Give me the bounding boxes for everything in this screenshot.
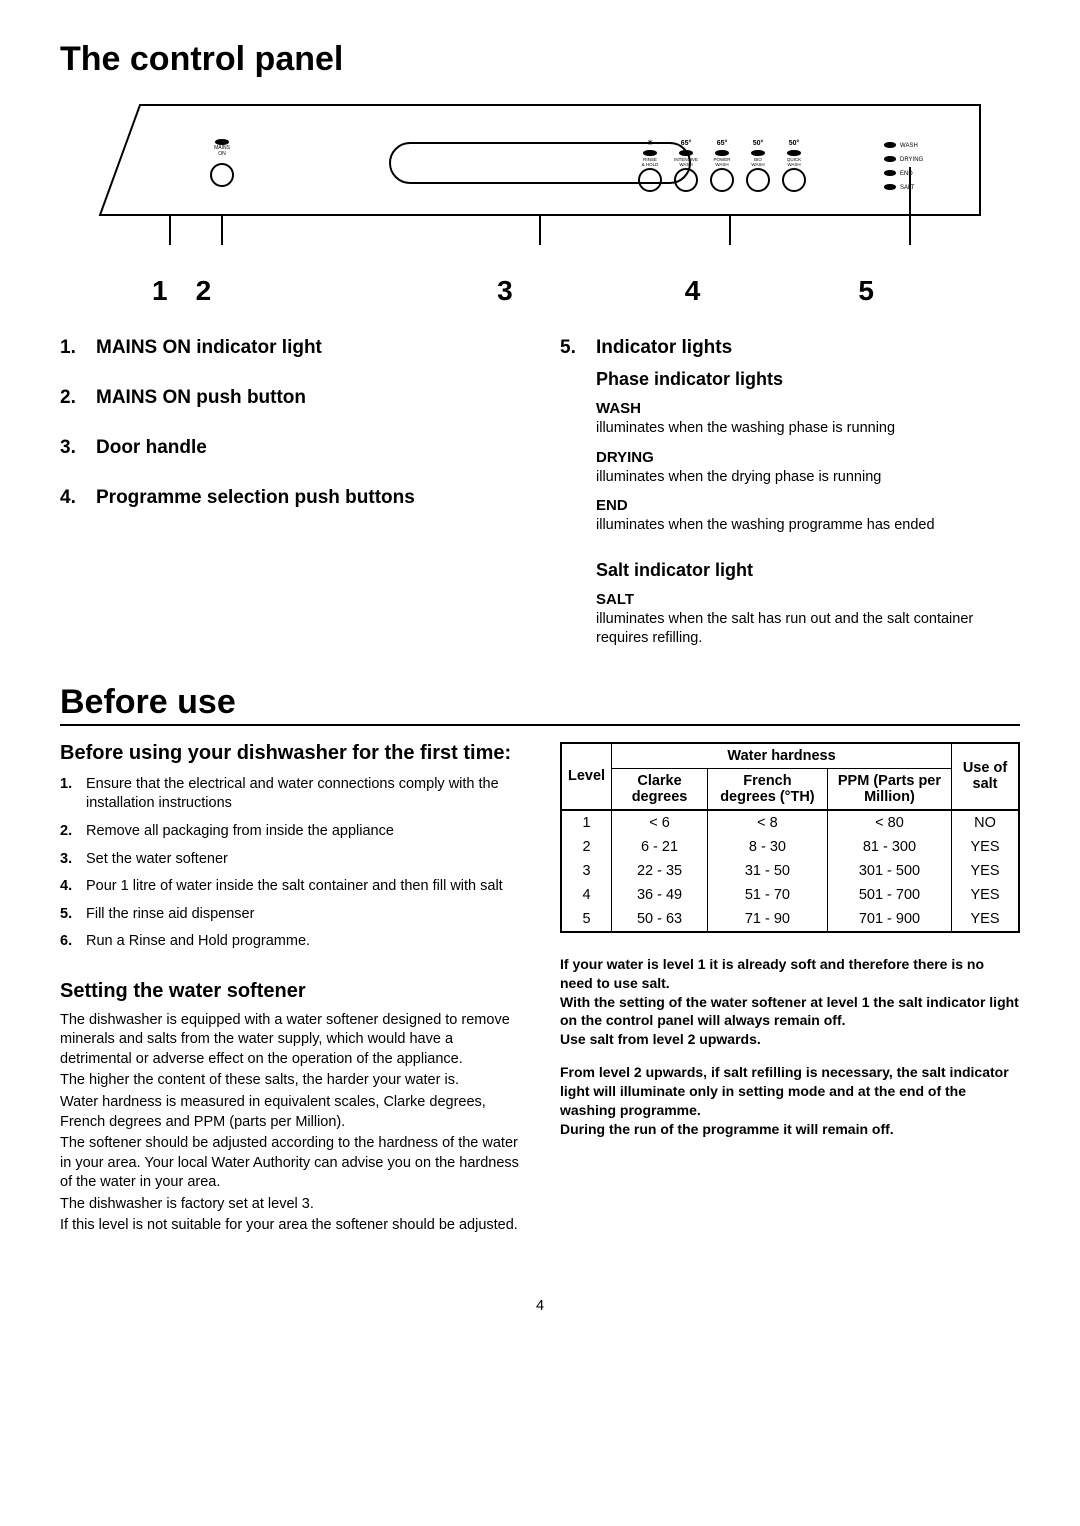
item-num-4: 4. (60, 487, 82, 509)
phase-heading: Phase indicator lights (596, 369, 1020, 390)
softener-para-1: The higher the content of these salts, t… (60, 1071, 520, 1091)
softener-para-4: The dishwasher is factory set at level 3… (60, 1195, 520, 1215)
svg-text:SALT: SALT (900, 185, 915, 191)
step-text-1: Ensure that the electrical and water con… (86, 775, 520, 814)
before-heading: Before using your dishwasher for the fir… (60, 742, 520, 765)
water-hardness-table: Level Water hardness Use of salt Clarke … (560, 742, 1020, 933)
bold-note-2: From level 2 upwards, if salt refilling … (560, 1063, 1020, 1139)
svg-text:DRYING: DRYING (900, 157, 924, 163)
svg-text:& HOLD: & HOLD (642, 162, 660, 167)
step-text-5: Fill the rinse aid dispenser (86, 905, 254, 925)
phase-desc-0: illuminates when the washing phase is ru… (596, 419, 1020, 439)
diagram-num-2: 2 (196, 275, 212, 307)
page-number: 4 (60, 1298, 1020, 1314)
step-text-4: Pour 1 litre of water inside the salt co… (86, 877, 503, 897)
softener-para-3: The softener should be adjusted accordin… (60, 1134, 520, 1193)
hardness-cell-1-4: YES (952, 835, 1020, 859)
th-clarke: Clarke degrees (612, 768, 708, 810)
step-text-6: Run a Rinse and Hold programme. (86, 932, 310, 952)
phase-name-2: END (596, 497, 1020, 514)
step-num-5: 5. (60, 905, 78, 925)
step-num-2: 2. (60, 822, 78, 842)
svg-text:ON: ON (218, 151, 226, 157)
hardness-cell-3-1: 36 - 49 (612, 883, 708, 907)
softener-para-2: Water hardness is measured in equivalent… (60, 1093, 520, 1132)
step-text-3: Set the water softener (86, 850, 228, 870)
hardness-cell-3-0: 4 (561, 883, 612, 907)
svg-text:✳: ✳ (647, 139, 653, 147)
th-level: Level (561, 743, 612, 810)
step-num-3: 3. (60, 850, 78, 870)
control-panel-diagram: MAINSON✳RINSE& HOLD65°INTENSIVEWASH65°PO… (90, 95, 990, 265)
th-water-hardness: Water hardness (612, 743, 952, 769)
item-num-1: 1. (60, 337, 82, 359)
hardness-cell-2-2: 31 - 50 (707, 859, 827, 883)
hardness-cell-4-0: 5 (561, 907, 612, 932)
hardness-cell-1-1: 6 - 21 (612, 835, 708, 859)
svg-text:50°: 50° (789, 139, 800, 147)
right-item-num: 5. (560, 337, 582, 359)
diagram-num-5: 5 (858, 275, 874, 307)
diagram-num-4: 4 (685, 275, 701, 307)
item-label-2: MAINS ON push button (96, 387, 306, 409)
phase-desc-1: illuminates when the drying phase is run… (596, 468, 1020, 488)
hardness-cell-0-3: < 80 (827, 810, 951, 835)
item-num-3: 3. (60, 437, 82, 459)
hardness-cell-0-0: 1 (561, 810, 612, 835)
hardness-cell-1-3: 81 - 300 (827, 835, 951, 859)
svg-text:END: END (900, 171, 913, 177)
hardness-cell-3-4: YES (952, 883, 1020, 907)
salt-heading: Salt indicator light (596, 560, 1020, 581)
right-item-label: Indicator lights (596, 337, 732, 359)
phase-name-0: WASH (596, 400, 1020, 417)
salt-name: SALT (596, 591, 1020, 608)
hardness-cell-1-2: 8 - 30 (707, 835, 827, 859)
bold-note-1: If your water is level 1 it is already s… (560, 955, 1020, 1049)
hardness-cell-0-1: < 6 (612, 810, 708, 835)
hardness-cell-4-1: 50 - 63 (612, 907, 708, 932)
hardness-cell-2-0: 3 (561, 859, 612, 883)
salt-desc: illuminates when the salt has run out an… (596, 610, 1020, 649)
hardness-cell-4-4: YES (952, 907, 1020, 932)
section2-title: Before use (60, 683, 1020, 726)
svg-text:65°: 65° (717, 139, 728, 147)
hardness-cell-2-1: 22 - 35 (612, 859, 708, 883)
th-french: French degrees (°TH) (707, 768, 827, 810)
step-num-4: 4. (60, 877, 78, 897)
item-label-3: Door handle (96, 437, 207, 459)
hardness-cell-1-0: 2 (561, 835, 612, 859)
th-ppm: PPM (Parts per Million) (827, 768, 951, 810)
th-use-salt: Use of salt (952, 743, 1020, 810)
item-num-2: 2. (60, 387, 82, 409)
item-label-1: MAINS ON indicator light (96, 337, 322, 359)
hardness-cell-4-3: 701 - 900 (827, 907, 951, 932)
diagram-num-1: 1 (152, 275, 168, 307)
svg-text:WASH: WASH (787, 162, 800, 167)
hardness-cell-2-4: YES (952, 859, 1020, 883)
item-label-4: Programme selection push buttons (96, 487, 415, 509)
softener-heading: Setting the water softener (60, 980, 520, 1003)
hardness-cell-0-4: NO (952, 810, 1020, 835)
step-num-1: 1. (60, 775, 78, 814)
svg-text:WASH: WASH (751, 162, 764, 167)
hardness-cell-3-3: 501 - 700 (827, 883, 951, 907)
step-text-2: Remove all packaging from inside the app… (86, 822, 394, 842)
section1-title: The control panel (60, 40, 1020, 79)
phase-name-1: DRYING (596, 449, 1020, 466)
softener-para-5: If this level is not suitable for your a… (60, 1216, 520, 1236)
hardness-cell-3-2: 51 - 70 (707, 883, 827, 907)
softener-para-0: The dishwasher is equipped with a water … (60, 1011, 520, 1070)
svg-text:WASH: WASH (715, 162, 728, 167)
svg-text:50°: 50° (753, 139, 764, 147)
svg-text:65°: 65° (681, 139, 692, 147)
hardness-cell-0-2: < 8 (707, 810, 827, 835)
phase-desc-2: illuminates when the washing programme h… (596, 516, 1020, 536)
svg-text:WASH: WASH (679, 162, 692, 167)
svg-text:WASH: WASH (900, 143, 918, 149)
hardness-cell-2-3: 301 - 500 (827, 859, 951, 883)
diagram-num-3: 3 (497, 275, 513, 307)
hardness-cell-4-2: 71 - 90 (707, 907, 827, 932)
diagram-numbers-row: 1 2 3 4 5 (60, 275, 1020, 307)
step-num-6: 6. (60, 932, 78, 952)
